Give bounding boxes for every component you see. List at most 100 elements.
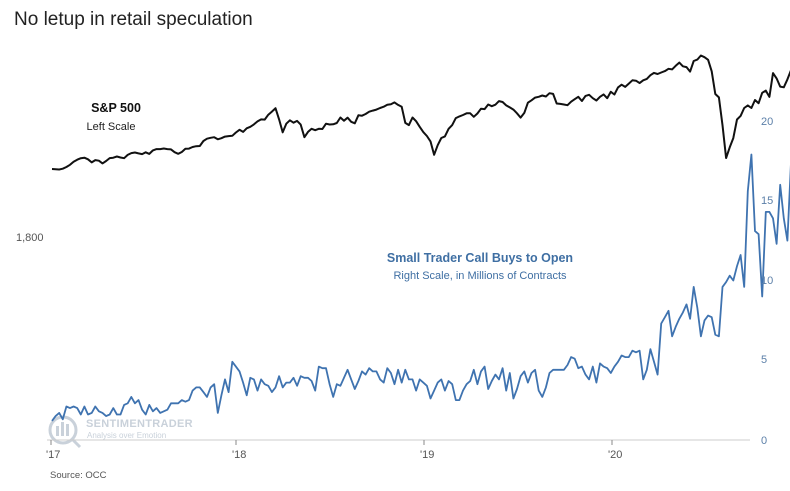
sp500-point	[304, 137, 305, 138]
sp500-point	[300, 124, 301, 125]
calls-point	[650, 349, 651, 350]
calls-point	[722, 286, 723, 287]
calls-point	[142, 409, 143, 410]
calls-point	[246, 395, 247, 396]
sp500-point	[675, 65, 676, 66]
calls-point	[250, 377, 251, 378]
sp500-point	[682, 66, 683, 67]
sp500-point	[754, 99, 755, 100]
sp500-point	[527, 102, 528, 103]
sp500-point	[776, 78, 777, 79]
calls-point	[524, 371, 525, 372]
calls-point	[257, 390, 258, 391]
sp500-point	[697, 59, 698, 60]
sp500-point	[59, 169, 60, 170]
calls-point	[160, 412, 161, 413]
calls-point	[488, 388, 489, 389]
calls-point	[643, 379, 644, 380]
sp500-point	[437, 145, 438, 146]
source-note: Source: OCC	[50, 470, 107, 481]
sp500-point	[726, 157, 727, 158]
sp500-point	[470, 113, 471, 114]
calls-point	[134, 403, 135, 404]
calls-point	[286, 382, 287, 383]
calls-point	[232, 361, 233, 362]
sp500-point	[711, 71, 712, 72]
calls-point	[167, 409, 168, 410]
sp500-point	[336, 122, 337, 123]
calls-point	[787, 240, 788, 241]
calls-point	[390, 372, 391, 373]
sp500-point	[116, 156, 117, 157]
calls-point	[459, 400, 460, 401]
sp500-point	[134, 152, 135, 153]
sp500-point	[239, 129, 240, 130]
calls-point	[311, 380, 312, 381]
sp500-point	[744, 107, 745, 108]
calls-point	[224, 379, 225, 380]
sp500-point	[426, 135, 427, 136]
calls-point	[567, 364, 568, 365]
calls-point	[607, 368, 608, 369]
calls-point	[672, 336, 673, 337]
sp500-point	[679, 62, 680, 63]
sp500-point	[708, 59, 709, 60]
calls-point	[347, 369, 348, 370]
calls-point	[625, 357, 626, 358]
calls-point	[394, 384, 395, 385]
sp500-point	[221, 138, 222, 139]
sp500-point	[149, 153, 150, 154]
sp500-point	[365, 113, 366, 114]
sp500-point	[282, 132, 283, 133]
sp500-point	[506, 105, 507, 106]
calls-point	[304, 377, 305, 378]
sp500-point	[448, 128, 449, 129]
calls-point	[98, 411, 99, 412]
calls-layer	[51, 153, 790, 422]
sp500-point	[567, 105, 568, 106]
right-tick-10: 10	[761, 275, 773, 287]
sp500-point	[459, 116, 460, 117]
calls-point	[315, 390, 316, 391]
calls-point	[516, 388, 517, 389]
calls-point	[621, 355, 622, 356]
calls-point	[531, 372, 532, 373]
calls-point	[754, 231, 755, 232]
sp500-point	[131, 153, 132, 154]
calls-point	[412, 379, 413, 380]
calls-point	[181, 400, 182, 401]
sp500-point	[405, 122, 406, 123]
calls-point	[293, 377, 294, 378]
sp500-point	[145, 152, 146, 153]
sp500-point	[188, 148, 189, 149]
calls-point	[120, 414, 121, 415]
sp500-annotation-sub: Left Scale	[87, 121, 136, 133]
sp500-point	[87, 159, 88, 160]
calls-point	[51, 420, 52, 421]
calls-point	[127, 403, 128, 404]
calls-point	[55, 416, 56, 417]
sp500-point	[419, 126, 420, 127]
sp500-point	[55, 169, 56, 170]
sp500-point	[174, 152, 175, 153]
sp500-point	[170, 149, 171, 150]
sp500-point	[264, 119, 265, 120]
sp500-point	[762, 92, 763, 93]
calls-point	[520, 376, 521, 377]
watermark-sub: Analysis over Emotion	[87, 431, 166, 440]
sp500-point	[736, 119, 737, 120]
calls-point	[437, 382, 438, 383]
calls-point	[106, 416, 107, 417]
x-axis: '17 '18 '19 '20	[46, 439, 750, 461]
calls-point	[66, 406, 67, 407]
calls-point	[668, 310, 669, 311]
sp500-point	[261, 119, 262, 120]
calls-point	[102, 412, 103, 413]
calls-point	[261, 379, 262, 380]
calls-point	[581, 366, 582, 367]
calls-point	[513, 398, 514, 399]
sp500-point	[516, 113, 517, 114]
calls-point	[149, 404, 150, 405]
sp500-point	[69, 164, 70, 165]
